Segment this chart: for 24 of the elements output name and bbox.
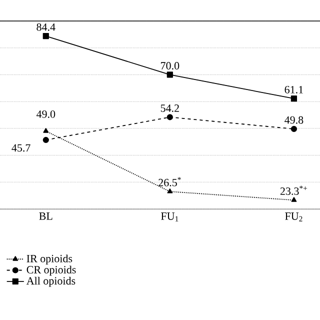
data-label: 84.4 xyxy=(36,23,56,31)
x-tick-label: FU$_{2}$ xyxy=(285,212,302,222)
point xyxy=(42,136,49,144)
point xyxy=(42,32,49,40)
data-label: 70.0 xyxy=(161,62,180,70)
data-label: 23.3$^{*+}$ xyxy=(280,186,308,195)
legend-label: All opioids xyxy=(26,276,76,287)
point xyxy=(167,188,173,194)
point xyxy=(291,197,297,202)
x-tick-label: FU$_{1}$ xyxy=(161,212,178,222)
data-label: 54.2 xyxy=(160,104,179,112)
legend-label: IR opioids xyxy=(26,254,72,265)
data-label: 26.5$^{*}$ xyxy=(158,177,181,186)
point xyxy=(290,96,298,102)
data-label: 49.0 xyxy=(36,110,56,118)
data-label: 61.1 xyxy=(284,86,303,94)
data-label: 49.8 xyxy=(284,116,304,124)
point xyxy=(166,114,173,120)
point xyxy=(290,126,298,132)
legend-label: CR opioids xyxy=(26,266,76,276)
data-label: 45.7 xyxy=(12,144,30,152)
point xyxy=(166,72,173,78)
x-tick-label: BL xyxy=(39,212,52,220)
point xyxy=(43,128,49,133)
